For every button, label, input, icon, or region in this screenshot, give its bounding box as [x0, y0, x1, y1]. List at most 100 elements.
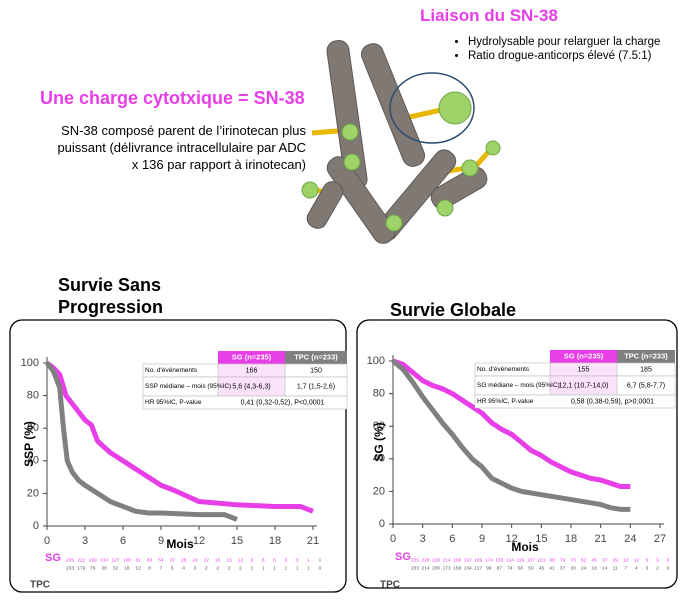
- at-risk-number: 8: [148, 565, 151, 571]
- table-header: TPC (n=233): [624, 351, 668, 360]
- at-risk-number: 2: [216, 565, 219, 571]
- chart-title: Survie Sans Progression: [58, 275, 164, 317]
- at-risk-number: 235: [66, 557, 74, 563]
- at-risk-number: 0: [667, 565, 670, 571]
- table-cell-text: No. d'évènements: [477, 366, 530, 373]
- at-risk-number: 37: [560, 565, 566, 571]
- y-tick-label: 0: [33, 520, 39, 532]
- x-tick-label: 0: [390, 533, 396, 545]
- at-risk-number: 79: [560, 557, 566, 563]
- y-tick-label: 80: [27, 390, 39, 402]
- at-risk-number: 3: [646, 565, 649, 571]
- at-risk-label: TPC: [30, 580, 50, 591]
- at-risk-number: 220: [432, 557, 440, 563]
- at-risk-number: 101: [537, 557, 545, 563]
- at-risk-number: 18: [124, 565, 130, 571]
- at-risk-number: 54: [158, 557, 164, 563]
- at-risk-number: 41: [549, 565, 555, 571]
- at-risk-number: 45: [592, 557, 598, 563]
- at-risk-number: 1: [262, 565, 265, 571]
- at-risk-number: 76: [90, 565, 96, 571]
- chart-frame: [9, 319, 347, 593]
- at-risk-number: 5: [285, 557, 288, 563]
- at-risk-number: 173: [443, 565, 451, 571]
- linker-bullets: Hydrolysable pour relarguer la charge Ra…: [452, 36, 687, 64]
- antibody-illustration: [301, 39, 501, 244]
- table-header-cell: [218, 351, 285, 364]
- at-risk-number: 45: [539, 565, 545, 571]
- table-header-cell: [617, 350, 675, 363]
- at-risk-label: TPC: [380, 580, 400, 591]
- at-risk-number: 50: [528, 565, 534, 571]
- at-risk-number: 29: [613, 557, 619, 563]
- x-tick-label: 24: [624, 533, 636, 545]
- at-risk-number: 12: [634, 557, 640, 563]
- at-risk-number: 63: [147, 557, 153, 563]
- payload-title: Une charge cytotxique = SN-38: [40, 88, 305, 108]
- at-risk-number: 197: [464, 557, 472, 563]
- x-axis-label: Mois: [511, 540, 539, 554]
- at-risk-number: 7: [160, 565, 163, 571]
- table-cell-text: 12,1 (10,7-14,0): [559, 382, 609, 389]
- at-risk-number: 3: [296, 557, 299, 563]
- at-risk-number: 3: [194, 565, 197, 571]
- at-risk-number: 1: [307, 565, 310, 571]
- at-risk-number: 38: [101, 565, 107, 571]
- table-header: TPC (n=233): [294, 352, 338, 361]
- table-header: SG (n=235): [564, 351, 604, 360]
- at-risk-number: 3: [656, 557, 659, 563]
- at-risk-number: 18: [592, 565, 598, 571]
- at-risk-number: 2: [205, 565, 208, 571]
- table-cell-text: SG médiane – mois (95%IC): [477, 382, 560, 389]
- at-risk-number: 134: [464, 565, 472, 571]
- y-tick-label: 80: [373, 388, 385, 400]
- at-risk-number: 4: [635, 565, 638, 571]
- x-tick-label: 12: [193, 535, 205, 547]
- table-row: [142, 395, 348, 410]
- y-tick-label: 100: [367, 355, 385, 367]
- at-risk-number: 1: [296, 565, 299, 571]
- at-risk-number: 155: [495, 557, 503, 563]
- at-risk-number: 81: [136, 557, 142, 563]
- at-risk-number: 233: [66, 565, 74, 571]
- survival-curve: [391, 359, 631, 512]
- at-risk-number: 0: [319, 557, 322, 563]
- table-header: SG (n=235): [232, 352, 272, 361]
- at-risk-number: 174: [485, 557, 493, 563]
- table-row: [474, 394, 676, 409]
- at-risk-number: 18: [623, 557, 629, 563]
- at-risk-number: 87: [497, 565, 503, 571]
- x-tick-label: 18: [269, 535, 281, 547]
- x-tick-label: 9: [479, 533, 485, 545]
- y-tick-label: 100: [21, 357, 39, 369]
- at-risk-number: 8: [262, 557, 265, 563]
- x-axis-label: Mois: [166, 537, 194, 551]
- at-risk-number: 117: [474, 565, 482, 571]
- y-tick-label: 60: [27, 422, 39, 434]
- x-tick-label: 3: [420, 533, 426, 545]
- at-risk-number: 12: [136, 565, 142, 571]
- at-risk-number: 233: [411, 565, 419, 571]
- y-tick-label: 60: [373, 420, 385, 432]
- table-cell-text: HR 95%IC, P-value: [477, 398, 534, 405]
- x-tick-label: 6: [120, 535, 126, 547]
- y-tick-label: 20: [373, 485, 385, 497]
- linker-title: Liaison du SN-38: [420, 6, 558, 25]
- at-risk-number: 24: [192, 557, 198, 563]
- at-risk-number: 107: [527, 557, 535, 563]
- at-risk-number: 127: [111, 557, 119, 563]
- at-risk-number: 214: [422, 565, 430, 571]
- table-cell-text: No. d'événements: [145, 367, 198, 374]
- at-risk-number: 28: [181, 557, 187, 563]
- at-risk-number: 15: [226, 557, 232, 563]
- at-risk-number: 222: [77, 557, 85, 563]
- x-tick-label: 18: [565, 533, 577, 545]
- table-cell-text: SSP médiane – mois (95%IC): [145, 383, 231, 390]
- y-tick-label: 40: [27, 455, 39, 467]
- x-tick-label: 27: [654, 533, 666, 545]
- table-cell-text: 1,7 (1,5-2,6): [297, 383, 335, 390]
- at-risk-number: 2: [239, 565, 242, 571]
- x-tick-label: 12: [506, 533, 518, 545]
- table-cell-text: 6,7 (5,8-7,7): [627, 382, 665, 389]
- at-risk-number: 30: [570, 565, 576, 571]
